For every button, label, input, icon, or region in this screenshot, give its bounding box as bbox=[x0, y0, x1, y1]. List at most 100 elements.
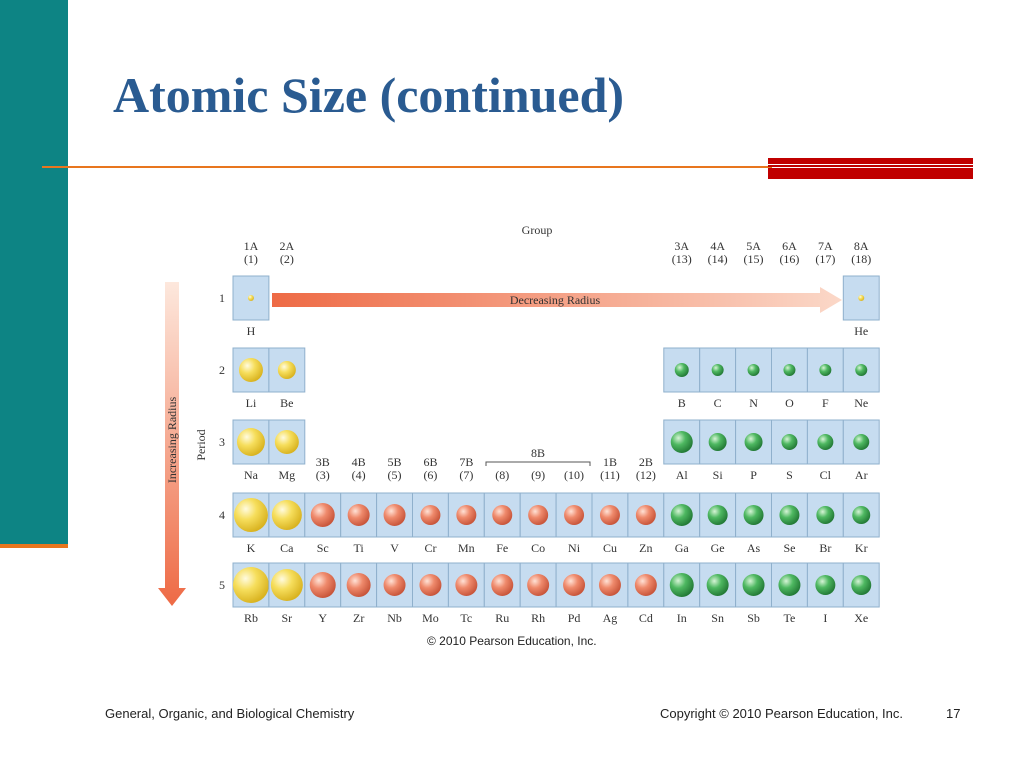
element-symbol: V bbox=[390, 541, 399, 555]
group-header-number: (15) bbox=[744, 252, 764, 266]
atom-sphere bbox=[778, 574, 801, 596]
element-symbol: As bbox=[747, 541, 761, 555]
group-header-number: (10) bbox=[564, 468, 584, 482]
group-header-name: 4A bbox=[710, 239, 725, 253]
atom-sphere bbox=[310, 503, 335, 527]
atom-sphere bbox=[238, 358, 263, 382]
element-symbol: Kr bbox=[855, 541, 868, 555]
element-cell-tc: Tc bbox=[447, 562, 485, 625]
element-cells: H He Li Be B C N O F Ne Na Mg Al Si P S Cl Ar K Ca Sc Ti V Cr Mn… bbox=[232, 275, 880, 625]
element-cell-se: Se bbox=[771, 492, 808, 555]
element-symbol: F bbox=[822, 396, 829, 410]
element-symbol: Mo bbox=[422, 611, 439, 625]
sidebar-accent-line bbox=[0, 544, 68, 548]
period-number: 2 bbox=[219, 363, 225, 377]
element-symbol: Rh bbox=[531, 611, 545, 625]
element-cell-ne: Ne bbox=[842, 347, 880, 410]
group-header-name: 5A bbox=[746, 239, 761, 253]
atom-sphere bbox=[456, 505, 477, 525]
atom-sphere bbox=[528, 505, 549, 525]
element-cell-al: Al bbox=[663, 419, 701, 482]
increasing-radius-arrow: Increasing Radius bbox=[158, 282, 186, 606]
atom-sphere bbox=[851, 575, 872, 595]
element-cell-v: V bbox=[376, 492, 414, 555]
slide-title: Atomic Size (continued) bbox=[113, 67, 625, 123]
element-symbol: Rb bbox=[244, 611, 258, 625]
atom-sphere bbox=[635, 505, 656, 525]
element-symbol: Ag bbox=[603, 611, 618, 625]
period-number: 1 bbox=[219, 291, 225, 305]
increasing-radius-label: Increasing Radius bbox=[165, 397, 179, 484]
element-symbol: S bbox=[786, 468, 793, 482]
atom-sphere bbox=[669, 573, 694, 597]
element-cell-c: C bbox=[699, 347, 737, 410]
element-symbol: P bbox=[750, 468, 757, 482]
group-axis-label: Group bbox=[522, 223, 553, 237]
atom-sphere bbox=[747, 364, 760, 376]
element-symbol: Ga bbox=[675, 541, 690, 555]
atom-sphere bbox=[277, 361, 296, 379]
element-symbol: Cl bbox=[820, 468, 832, 482]
atom-sphere bbox=[706, 574, 729, 596]
atom-sphere bbox=[247, 295, 254, 301]
element-symbol: Co bbox=[531, 541, 545, 555]
atom-sphere bbox=[855, 364, 868, 376]
element-cell-ru: Ru bbox=[483, 562, 521, 625]
atom-sphere bbox=[236, 428, 265, 456]
element-symbol: Fe bbox=[496, 541, 508, 555]
element-symbol: H bbox=[247, 324, 256, 338]
atom-sphere bbox=[492, 505, 513, 525]
atom-sphere bbox=[346, 573, 371, 597]
element-symbol: He bbox=[854, 324, 868, 338]
group-header-number: (16) bbox=[779, 252, 799, 266]
element-cell-br: Br bbox=[806, 492, 844, 555]
page-number: 17 bbox=[946, 706, 961, 721]
period-labels: 1 2 3 4 5 bbox=[219, 291, 225, 592]
element-cell-rb: Rb bbox=[232, 562, 270, 625]
atom-sphere bbox=[783, 364, 796, 376]
element-cell-te: Te bbox=[771, 562, 808, 625]
element-cell-s: S bbox=[771, 419, 808, 482]
group-header-number: (13) bbox=[672, 252, 692, 266]
element-symbol: Xe bbox=[854, 611, 868, 625]
element-symbol: Y bbox=[318, 611, 327, 625]
element-symbol: Br bbox=[819, 541, 831, 555]
group-header-number: (8) bbox=[495, 468, 509, 482]
atom-sphere bbox=[598, 574, 621, 596]
atom-sphere bbox=[309, 572, 336, 598]
element-symbol: Ti bbox=[354, 541, 365, 555]
group-header-name: 1B bbox=[603, 455, 617, 469]
group-header-name: 1A bbox=[244, 239, 259, 253]
element-cell-zr: Zr bbox=[340, 562, 378, 625]
element-cell-cd: Cd bbox=[627, 562, 665, 625]
atom-sphere bbox=[383, 504, 406, 526]
group-header-number: (11) bbox=[600, 468, 620, 482]
group-header-name: 4B bbox=[352, 455, 366, 469]
group-8b-bracket: 8B bbox=[485, 446, 591, 466]
element-cell-mg: Mg bbox=[268, 419, 306, 482]
group-8b-label: 8B bbox=[531, 446, 545, 460]
element-cell-rh: Rh bbox=[519, 562, 557, 625]
element-cell-li: Li bbox=[232, 347, 270, 410]
element-cell-sb: Sb bbox=[735, 562, 772, 625]
atom-sphere bbox=[419, 574, 442, 596]
element-cell-mo: Mo bbox=[412, 562, 449, 625]
group-header-name: 5B bbox=[388, 455, 402, 469]
element-symbol: Ru bbox=[495, 611, 509, 625]
group-header-number: (7) bbox=[459, 468, 473, 482]
element-cell-n: N bbox=[735, 347, 772, 410]
decreasing-radius-label: Decreasing Radius bbox=[510, 293, 601, 307]
element-cell-he: He bbox=[842, 275, 880, 338]
element-symbol: I bbox=[823, 611, 827, 625]
element-symbol: Sb bbox=[747, 611, 760, 625]
atom-sphere bbox=[491, 574, 514, 596]
element-symbol: Ne bbox=[854, 396, 868, 410]
element-cell-si: Si bbox=[699, 419, 737, 482]
atom-sphere bbox=[420, 505, 441, 525]
period-number: 5 bbox=[219, 578, 225, 592]
atom-sphere bbox=[674, 363, 689, 377]
teal-sidebar bbox=[0, 0, 68, 546]
element-cell-nb: Nb bbox=[376, 562, 414, 625]
element-cell-i: I bbox=[806, 562, 844, 625]
